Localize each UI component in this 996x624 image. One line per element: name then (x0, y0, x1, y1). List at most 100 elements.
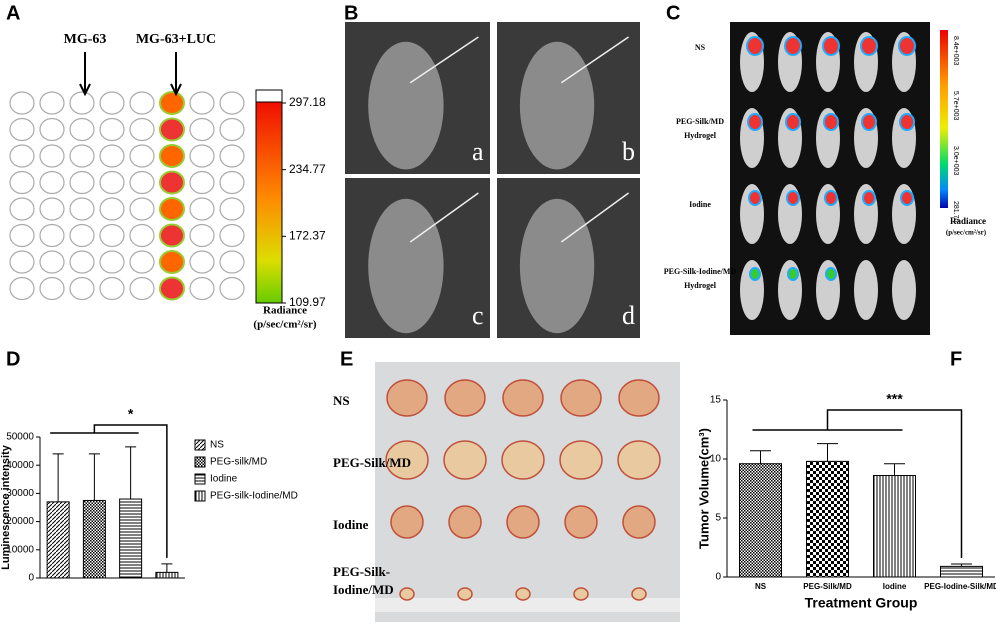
signal (860, 36, 878, 56)
colorbar-title: Radiance (263, 305, 307, 317)
image-label: a (472, 137, 484, 166)
well (99, 276, 125, 301)
row-label: PEG-Silk-Iodine/MD (664, 267, 737, 276)
tumors (385, 379, 661, 601)
well (129, 144, 155, 168)
y-axis-label: Tumor Volume(cm³) (696, 428, 711, 549)
well (159, 144, 185, 168)
y-tick-label: 10 (710, 454, 722, 465)
mouse-body (519, 41, 595, 170)
signal (898, 36, 916, 56)
significance-bracket (752, 409, 963, 559)
bar (806, 460, 849, 578)
well (99, 250, 125, 274)
well (39, 144, 65, 168)
colorbar-tick-label: 8.4e+003 (952, 36, 959, 65)
tumor (448, 505, 482, 539)
well (9, 144, 35, 168)
row-label: PEG-Silk- (333, 564, 390, 579)
error-bar (817, 443, 838, 462)
legend-swatch (194, 490, 206, 502)
tumor (386, 379, 428, 417)
tumor (502, 379, 544, 417)
well (189, 223, 215, 248)
well (219, 223, 245, 248)
well (69, 170, 95, 195)
x-tick-label: Iodine (883, 582, 907, 591)
colorbar-title: Radiance (950, 216, 986, 226)
legend-label: NS (210, 440, 224, 451)
well (219, 276, 245, 301)
well (39, 276, 65, 301)
well (129, 276, 155, 301)
legend-swatch (194, 456, 206, 468)
well (159, 223, 185, 248)
error-bar (750, 450, 771, 464)
well (129, 91, 155, 115)
row-label: Iodine (333, 517, 369, 532)
bar (873, 475, 916, 578)
needle (560, 36, 629, 84)
row-label: Hydrogel (684, 281, 717, 290)
x-tick-label: PEG-Silk/MD (803, 582, 852, 591)
y-tick-label: 10000 (6, 544, 34, 555)
bar (155, 571, 179, 579)
needle (409, 36, 479, 84)
well (189, 144, 215, 168)
well (9, 250, 35, 274)
well (189, 276, 215, 301)
error-bar (88, 453, 100, 501)
colorbar-tick-label: 3.0e+003 (952, 146, 959, 175)
colorbar-unit: (p/sec/cm²/sr) (253, 319, 317, 331)
error-bar (951, 563, 972, 567)
well (189, 117, 215, 142)
significance-label: * (128, 406, 134, 422)
signal (747, 113, 763, 131)
colorbar (940, 30, 948, 208)
x-tick-label: PEG-Iodine-Silk/MD (924, 582, 996, 591)
colorbar-cap (255, 89, 283, 103)
well (189, 197, 215, 221)
signal (861, 113, 877, 131)
well (69, 223, 95, 248)
well (129, 250, 155, 274)
colorbar-tick-label: 5.7e+003 (952, 91, 959, 120)
well (39, 223, 65, 248)
legend-label: PEG-silk/MD (210, 457, 267, 468)
well (129, 197, 155, 221)
tumor (560, 379, 602, 417)
well (9, 117, 35, 142)
y-tick-label: 15 (710, 395, 722, 406)
colorbar-tick-label: 234.77 (289, 162, 326, 176)
xray-images: a b c d (345, 22, 640, 338)
arrow (79, 52, 91, 97)
well (99, 144, 125, 168)
error-bar (884, 463, 905, 476)
row-labels: NS PEG-Silk/MD Iodine PEG-Silk- Iodine/MD (333, 393, 411, 597)
well (129, 223, 155, 248)
x-axis-label: Treatment Group (805, 595, 918, 611)
legend-label: Iodine (210, 474, 238, 485)
signal (900, 190, 914, 206)
tumor (618, 379, 660, 417)
well (159, 276, 185, 301)
well (99, 91, 125, 115)
well (159, 117, 185, 142)
tumor (559, 440, 603, 480)
row-label: Iodine/MD (333, 582, 394, 597)
legend-swatch (194, 439, 206, 451)
well (189, 170, 215, 195)
panel-label: E (340, 348, 353, 370)
error-bar (125, 446, 137, 500)
well (159, 197, 185, 221)
signal (862, 190, 876, 206)
signal (746, 36, 764, 56)
arrow (170, 52, 182, 97)
panel-label: C (666, 2, 680, 24)
signal (823, 113, 839, 131)
panel-label: B (344, 2, 358, 24)
tumor (444, 379, 486, 417)
tumor (617, 440, 661, 480)
